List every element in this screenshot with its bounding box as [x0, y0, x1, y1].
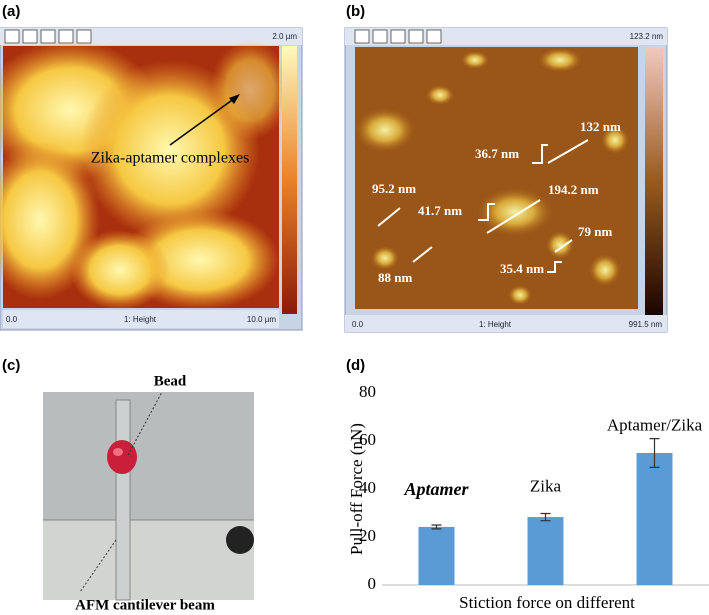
- measurement: 79 nm: [578, 224, 612, 239]
- category-label: Aptamer: [403, 479, 469, 499]
- scale-label: 2.0 µm: [272, 32, 297, 41]
- bar: [636, 453, 673, 585]
- y-tick-label: 60: [359, 430, 376, 449]
- error-bar: [649, 438, 660, 468]
- beam-label: AFM cantilever beam: [75, 597, 215, 613]
- color-bar: [282, 46, 297, 314]
- panel-label: (c): [2, 357, 20, 374]
- bar: [527, 517, 564, 585]
- measurement: 132 nm: [580, 119, 621, 134]
- footer-right: 10.0 µm: [247, 315, 276, 324]
- footer-left: 0.0: [352, 320, 364, 329]
- footer-mid: 1: Height: [479, 320, 512, 329]
- measurement: 41.7 nm: [418, 203, 462, 218]
- bar: [418, 526, 455, 585]
- measurement: 35.4 nm: [500, 261, 544, 276]
- footer-right: 991.5 nm: [629, 320, 663, 329]
- y-tick-label: 0: [368, 574, 377, 593]
- category-label: Aptamer/Zika: [607, 416, 703, 435]
- measurement: 36.7 nm: [475, 146, 519, 161]
- footer-left: 0.0: [6, 315, 18, 324]
- measurement: 88 nm: [378, 270, 412, 285]
- y-tick-label: 80: [359, 382, 376, 401]
- measurement: 194.2 nm: [548, 182, 599, 197]
- panel-label: (b): [346, 3, 365, 20]
- panel-label: (d): [346, 357, 365, 374]
- bead-label: Bead: [154, 373, 187, 389]
- panel-b: (b) 123.2 nm 0.0 1: Height 991.5 nm: [344, 3, 668, 333]
- error-bar: [540, 512, 551, 522]
- panel-label: (a): [2, 3, 20, 20]
- footer-mid: 1: Height: [124, 315, 157, 324]
- panel-a: (a) 2.0 µm 0.0 1: Height 10.0 µm Zika-ap…: [0, 3, 303, 331]
- category-label: Zika: [530, 476, 562, 495]
- error-bar: [431, 524, 442, 530]
- panel-d: (d) Pull-off Force (nN) Stiction force o…: [346, 357, 709, 612]
- color-bar: [645, 47, 663, 315]
- y-tick-label: 20: [359, 526, 376, 545]
- measurement: 95.2 nm: [372, 181, 416, 196]
- panel-c: (c) Bead AFM cantilever beam: [2, 357, 254, 613]
- scale-label: 123.2 nm: [630, 32, 664, 41]
- y-tick-label: 40: [359, 478, 376, 497]
- afm-texture: [355, 48, 629, 305]
- annotation: Zika-aptamer complexes: [91, 150, 250, 167]
- afm-texture: [0, 40, 290, 310]
- y-axis-label: Pull-off Force (nN): [347, 423, 366, 555]
- x-axis-label: Stiction force on different: [459, 593, 635, 612]
